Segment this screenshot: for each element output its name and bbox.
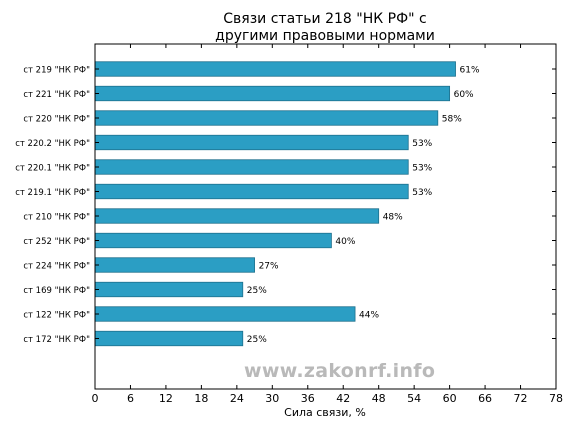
bar-value-label: 53% bbox=[412, 139, 432, 149]
bar-value-label: 61% bbox=[460, 66, 480, 76]
x-tick-label: 36 bbox=[301, 392, 315, 405]
x-axis-ticks: 0 6 12 18 24 30 36 42 48 54 60 66 72 78 bbox=[92, 44, 563, 405]
category-label: ст 220.2 "НК РФ" bbox=[15, 139, 90, 149]
x-tick-label: 72 bbox=[514, 392, 528, 405]
bar bbox=[94, 232, 332, 249]
chart-title-line1: Связи статьи 218 "НК РФ" с bbox=[223, 11, 427, 27]
x-tick-label: 6 bbox=[127, 392, 134, 405]
x-tick-label: 60 bbox=[443, 392, 457, 405]
bar-value-label: 58% bbox=[442, 115, 462, 125]
bar bbox=[94, 208, 380, 224]
category-label: ст 172 "НК РФ" bbox=[23, 335, 90, 345]
bar bbox=[94, 134, 409, 151]
x-tick-label: 24 bbox=[230, 392, 244, 405]
bar-value-label: 25% bbox=[247, 335, 267, 345]
x-tick-label: 30 bbox=[265, 392, 279, 405]
category-label: ст 221 "НК РФ" bbox=[23, 90, 90, 100]
bar-value-label: 40% bbox=[335, 237, 355, 247]
bar bbox=[94, 257, 255, 273]
category-label: ст 224 "НК РФ" bbox=[23, 262, 90, 272]
chart-title-line2: другими правовыми нормами bbox=[215, 28, 435, 44]
bar bbox=[94, 159, 409, 175]
bar-value-label: 25% bbox=[247, 286, 267, 296]
x-tick-label: 48 bbox=[372, 392, 386, 405]
category-label: ст 169 "НК РФ" bbox=[23, 286, 90, 296]
bar-value-label: 53% bbox=[412, 188, 432, 198]
x-tick-label: 66 bbox=[478, 392, 492, 405]
x-axis-label: Сила связи, % bbox=[284, 406, 366, 419]
bar bbox=[94, 110, 439, 126]
category-label: ст 219.1 "НК РФ" bbox=[15, 188, 90, 198]
bar-value-label: 27% bbox=[259, 262, 279, 272]
bar-value-label: 48% bbox=[383, 213, 403, 223]
bar bbox=[94, 306, 356, 322]
bar bbox=[94, 85, 451, 102]
y-axis-labels: ст 219 "НК РФ" ст 221 "НК РФ" ст 220 "НК Р… bbox=[15, 66, 90, 346]
chart-title: Связи статьи 218 "НК РФ" с другими право… bbox=[150, 11, 500, 45]
bar bbox=[94, 330, 244, 347]
bar bbox=[94, 183, 409, 200]
category-label: ст 219 "НК РФ" bbox=[23, 66, 90, 76]
category-label: ст 122 "НК РФ" bbox=[23, 311, 90, 321]
watermark-text: www.zakonrf.info bbox=[244, 360, 436, 382]
x-tick-label: 54 bbox=[407, 392, 421, 405]
x-tick-label: 18 bbox=[194, 392, 208, 405]
category-label: ст 220.1 "НК РФ" bbox=[15, 164, 90, 174]
value-labels: 61% 60% 58% 53% 53% 53% 48% 40% 27% 25% 44% 25% bbox=[247, 66, 480, 346]
x-tick-label: 0 bbox=[92, 392, 99, 405]
y-axis-ticks bbox=[95, 68, 556, 339]
bars bbox=[94, 61, 456, 347]
x-tick-label: 78 bbox=[549, 392, 563, 405]
bar bbox=[94, 61, 456, 77]
x-tick-label: 12 bbox=[159, 392, 173, 405]
category-label: ст 220 "НК РФ" bbox=[23, 115, 90, 125]
bar-value-label: 60% bbox=[454, 90, 474, 100]
x-tick-label: 42 bbox=[336, 392, 350, 405]
bar-value-label: 44% bbox=[359, 311, 379, 321]
category-label: ст 210 "НК РФ" bbox=[23, 213, 90, 223]
bar-value-label: 53% bbox=[412, 164, 432, 174]
bar bbox=[94, 281, 244, 298]
category-label: ст 252 "НК РФ" bbox=[23, 237, 90, 247]
